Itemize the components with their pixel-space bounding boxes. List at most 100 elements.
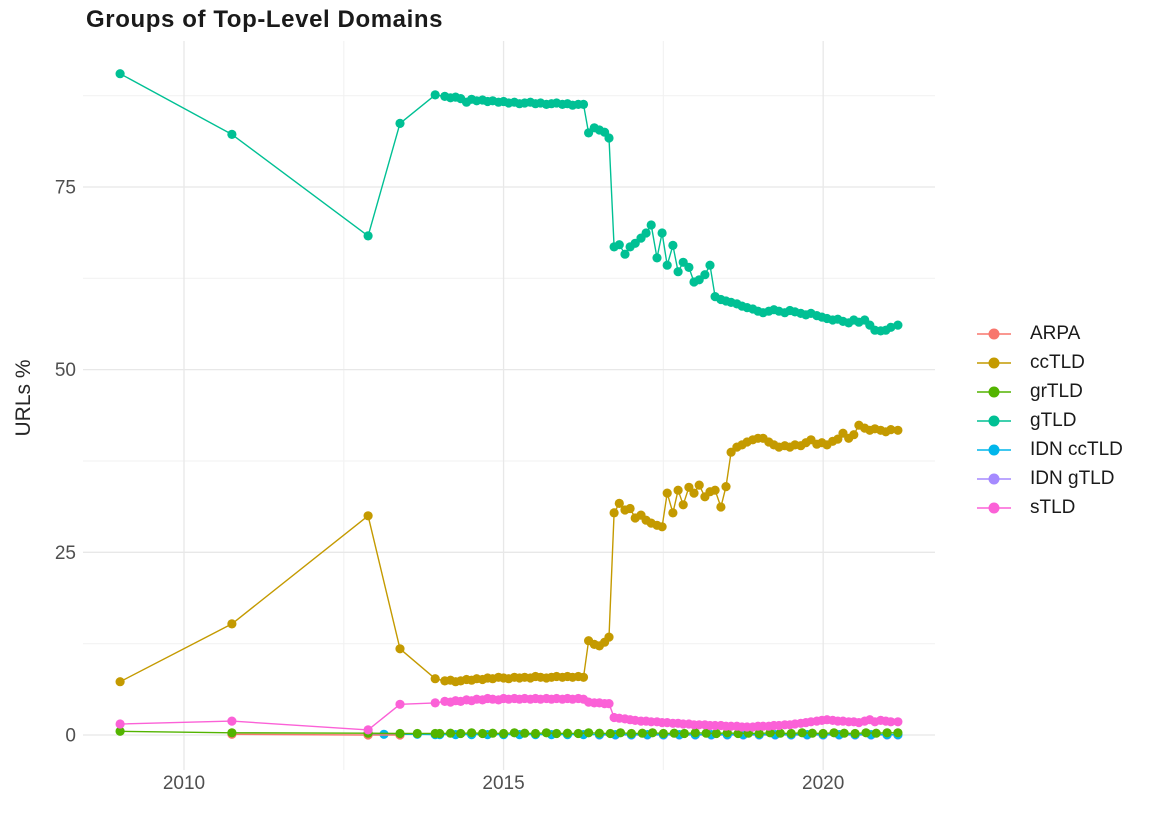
- data-point: [797, 728, 807, 738]
- legend-item-IDN-ccTLD: IDN ccTLD: [976, 435, 1123, 464]
- data-point: [395, 699, 405, 709]
- data-point: [363, 725, 373, 735]
- x-tick-label: 2020: [802, 773, 844, 794]
- legend-key-icon: [977, 386, 1011, 397]
- data-point: [669, 728, 679, 738]
- data-point: [886, 322, 896, 332]
- legend-item-sTLD: sTLD: [976, 493, 1123, 522]
- data-point: [668, 240, 678, 250]
- data-point: [689, 488, 699, 498]
- data-point: [395, 118, 405, 128]
- data-point: [673, 485, 683, 495]
- data-point: [115, 719, 125, 729]
- data-point: [520, 728, 530, 738]
- data-point: [657, 228, 667, 238]
- data-point: [626, 728, 637, 739]
- data-point: [839, 728, 849, 738]
- data-point: [861, 728, 871, 738]
- legend-label: ARPA: [1030, 322, 1081, 344]
- data-point: [711, 728, 722, 739]
- series-ARPA: [227, 729, 405, 740]
- data-point: [604, 699, 614, 709]
- data-point: [435, 728, 445, 739]
- data-point: [701, 728, 711, 738]
- data-point: [430, 698, 440, 708]
- legend-item-IDN-gTLD: IDN gTLD: [976, 464, 1123, 493]
- legend-key-dot: [988, 415, 1000, 426]
- data-point: [716, 502, 726, 512]
- data-point: [886, 425, 896, 435]
- data-point: [807, 728, 817, 738]
- legend-key-icon: [977, 328, 1011, 339]
- data-point: [850, 728, 860, 739]
- data-point: [363, 511, 373, 521]
- data-point: [488, 728, 498, 738]
- data-point: [573, 728, 583, 739]
- data-point: [679, 728, 690, 739]
- data-point: [754, 728, 764, 739]
- legend-label: ccTLD: [1030, 351, 1085, 373]
- legend-key-icon: [977, 473, 1011, 484]
- x-tick-label: 2010: [163, 773, 205, 794]
- series-gTLD: [115, 69, 903, 336]
- data-point: [652, 253, 662, 263]
- data-point: [637, 728, 647, 738]
- data-point: [584, 728, 594, 738]
- data-point: [694, 480, 704, 490]
- legend-key-dot: [988, 502, 1000, 513]
- data-point: [662, 260, 672, 270]
- legend-label: IDN gTLD: [1030, 467, 1115, 489]
- data-point: [227, 129, 237, 139]
- series-sTLD: [115, 693, 903, 735]
- data-point: [604, 133, 614, 143]
- data-point: [578, 672, 589, 682]
- series-line: [231, 733, 400, 736]
- data-point: [662, 488, 672, 498]
- legend: ARPA ccTLD grTLD gTLD IDN ccTLD IDN gTLD sTLD: [976, 319, 1123, 522]
- legend-key-dot: [988, 328, 1000, 339]
- data-point: [641, 228, 651, 238]
- legend-label: IDN ccTLD: [1030, 438, 1123, 460]
- data-point: [605, 728, 615, 739]
- data-point: [430, 90, 440, 100]
- legend-key-icon: [977, 415, 1011, 426]
- series-ccTLD: [115, 420, 903, 687]
- data-point: [700, 270, 710, 280]
- data-point: [541, 728, 552, 738]
- legend-key-icon: [977, 444, 1011, 455]
- data-point: [594, 728, 605, 738]
- data-point: [886, 717, 896, 727]
- legend-key-dot: [988, 444, 1000, 455]
- series-line: [119, 73, 899, 332]
- data-point: [833, 434, 843, 444]
- data-point: [115, 726, 125, 736]
- chart-title: Groups of Top-Level Domains: [86, 6, 444, 33]
- legend-key-icon: [977, 357, 1011, 368]
- data-point: [363, 231, 373, 241]
- legend-item-grTLD: grTLD: [976, 377, 1123, 406]
- legend-key-dot: [988, 357, 1000, 368]
- data-point: [395, 644, 405, 654]
- data-point: [668, 508, 678, 518]
- data-point: [430, 674, 440, 684]
- legend-key-dot: [988, 386, 1000, 397]
- data-point: [467, 728, 477, 738]
- data-point: [456, 728, 466, 739]
- y-tick-label: 75: [55, 177, 76, 198]
- data-point: [678, 500, 688, 510]
- y-tick-label: 50: [55, 360, 76, 381]
- data-point: [647, 728, 658, 738]
- data-point: [673, 267, 683, 277]
- axis-tick-labels: 0 25 50 75 2010 2015 2020: [55, 177, 844, 794]
- data-point: [818, 728, 828, 739]
- series-grTLD: [115, 726, 903, 739]
- data-point: [893, 425, 903, 435]
- data-point: [620, 249, 630, 259]
- legend-label: sTLD: [1030, 496, 1076, 518]
- data-point: [614, 240, 624, 250]
- data-point: [499, 728, 509, 739]
- data-point: [829, 728, 839, 738]
- legend-item-gTLD: gTLD: [976, 406, 1123, 435]
